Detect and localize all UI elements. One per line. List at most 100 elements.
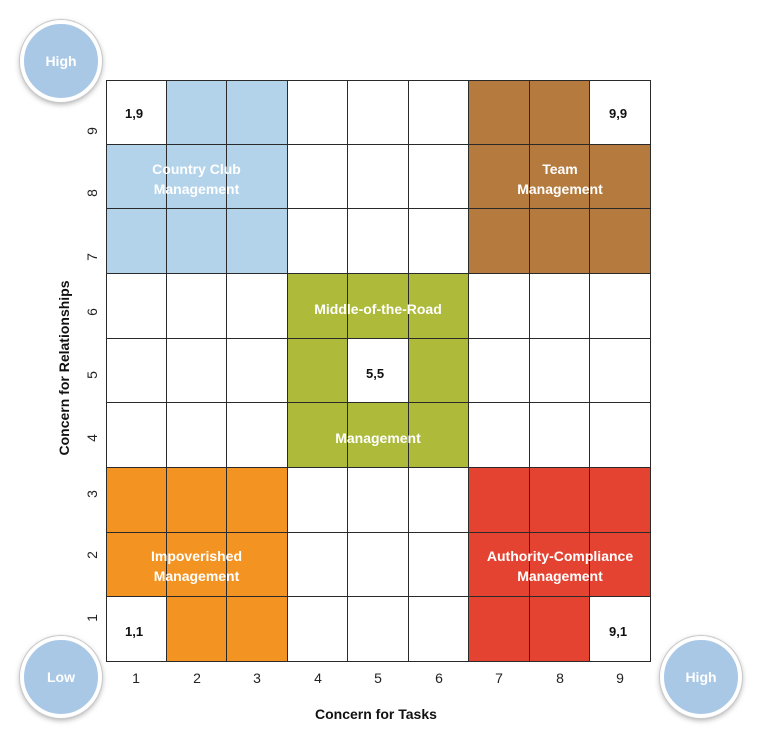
grid-cell-8-8 bbox=[528, 143, 591, 210]
y-tick-4: 4 bbox=[84, 434, 100, 442]
grid-cell-4-8 bbox=[286, 143, 349, 210]
middle-management-label: Management bbox=[335, 430, 421, 446]
grid-cell-6-3 bbox=[407, 467, 470, 533]
grid-cell-7-8 bbox=[468, 143, 530, 210]
x-tick-3: 3 bbox=[253, 670, 261, 686]
managerial-grid bbox=[106, 80, 651, 662]
grid-cell-1-3 bbox=[106, 467, 167, 533]
grid-cell-2-3 bbox=[165, 467, 228, 533]
grid-cell-2-5 bbox=[165, 337, 228, 404]
grid-cell-9-5 bbox=[589, 337, 651, 404]
grid-cell-8-7 bbox=[528, 208, 591, 274]
grid-cell-7-3 bbox=[468, 467, 530, 533]
grid-cell-9-9 bbox=[589, 80, 651, 145]
x-tick-5: 5 bbox=[374, 670, 382, 686]
grid-cell-5-2 bbox=[347, 531, 409, 598]
y-tick-6: 6 bbox=[84, 308, 100, 316]
grid-cell-7-5 bbox=[468, 337, 530, 404]
grid-cell-9-3 bbox=[589, 467, 651, 533]
x-tick-8: 8 bbox=[556, 670, 564, 686]
grid-cell-4-3 bbox=[286, 467, 349, 533]
grid-cell-1-8 bbox=[106, 143, 167, 210]
y-tick-8: 8 bbox=[84, 189, 100, 197]
grid-cell-5-3 bbox=[347, 467, 409, 533]
grid-cell-6-5 bbox=[407, 337, 470, 404]
grid-cell-4-2 bbox=[286, 531, 349, 598]
grid-cell-2-1 bbox=[165, 596, 228, 662]
grid-cell-3-4 bbox=[226, 402, 288, 468]
grid-cell-3-6 bbox=[226, 273, 288, 339]
grid-cell-3-5 bbox=[226, 337, 288, 404]
grid-cell-5-4 bbox=[347, 402, 409, 468]
y-tick-5: 5 bbox=[84, 371, 100, 379]
grid-cell-6-9 bbox=[407, 80, 470, 145]
coord-9-9: 9,9 bbox=[609, 106, 628, 121]
team-management-label: Team Management bbox=[517, 161, 603, 197]
grid-cell-3-7 bbox=[226, 208, 288, 274]
grid-cell-9-7 bbox=[589, 208, 651, 274]
grid-cell-5-5 bbox=[347, 337, 409, 404]
coord-1-9: 1,9 bbox=[125, 106, 144, 121]
y-tick-7: 7 bbox=[84, 253, 100, 261]
country-club-label: Country Club Management bbox=[152, 161, 241, 197]
grid-cell-9-4 bbox=[589, 402, 651, 468]
grid-cell-1-5 bbox=[106, 337, 167, 404]
grid-cell-8-6 bbox=[528, 273, 591, 339]
grid-cell-3-8 bbox=[226, 143, 288, 210]
grid-cell-4-9 bbox=[286, 80, 349, 145]
grid-cell-1-1 bbox=[106, 596, 167, 662]
high-relationships-badge: High bbox=[20, 20, 102, 102]
grid-cell-6-7 bbox=[407, 208, 470, 274]
grid-cell-8-5 bbox=[528, 337, 591, 404]
authority-compliance-label: Authority-Compliance Management bbox=[486, 548, 634, 584]
x-tick-7: 7 bbox=[495, 670, 503, 686]
grid-cell-2-4 bbox=[165, 402, 228, 468]
grid-cell-5-8 bbox=[347, 143, 409, 210]
impoverished-label: Impoverished Management bbox=[150, 548, 243, 584]
grid-cell-9-1 bbox=[589, 596, 651, 662]
grid-cell-7-6 bbox=[468, 273, 530, 339]
grid-cell-1-6 bbox=[106, 273, 167, 339]
grid-cell-6-2 bbox=[407, 531, 470, 598]
grid-cell-3-2 bbox=[226, 531, 288, 598]
grid-cell-5-9 bbox=[347, 80, 409, 145]
grid-cell-1-4 bbox=[106, 402, 167, 468]
x-tick-9: 9 bbox=[616, 670, 624, 686]
coord-1-1: 1,1 bbox=[125, 624, 144, 639]
grid-cell-2-6 bbox=[165, 273, 228, 339]
grid-cell-9-8 bbox=[589, 143, 651, 210]
coord-5-5: 5,5 bbox=[366, 366, 385, 381]
y-axis-label: Concern for Relationships bbox=[56, 280, 72, 456]
x-tick-2: 2 bbox=[193, 670, 201, 686]
grid-cell-3-3 bbox=[226, 467, 288, 533]
grid-cell-6-8 bbox=[407, 143, 470, 210]
grid-cell-6-1 bbox=[407, 596, 470, 662]
grid-cell-8-3 bbox=[528, 467, 591, 533]
grid-cell-3-1 bbox=[226, 596, 288, 662]
grid-cell-3-9 bbox=[226, 80, 288, 145]
grid-cell-5-7 bbox=[347, 208, 409, 274]
low-badge: Low bbox=[20, 636, 102, 718]
grid-cell-4-7 bbox=[286, 208, 349, 274]
middle-of-the-road-label: Middle-of-the-Road bbox=[314, 301, 442, 317]
y-tick-2: 2 bbox=[84, 551, 100, 559]
grid-cell-7-9 bbox=[468, 80, 530, 145]
y-tick-9: 9 bbox=[84, 127, 100, 135]
x-tick-6: 6 bbox=[435, 670, 443, 686]
grid-cell-7-7 bbox=[468, 208, 530, 274]
x-axis-label: Concern for Tasks bbox=[315, 706, 437, 722]
grid-cell-4-5 bbox=[286, 337, 349, 404]
grid-cell-8-4 bbox=[528, 402, 591, 468]
grid-cell-5-1 bbox=[347, 596, 409, 662]
y-tick-1: 1 bbox=[84, 614, 100, 622]
grid-cell-2-7 bbox=[165, 208, 228, 274]
grid-cell-4-4 bbox=[286, 402, 349, 468]
grid-cell-1-7 bbox=[106, 208, 167, 274]
x-tick-1: 1 bbox=[132, 670, 140, 686]
grid-cell-1-9 bbox=[106, 80, 167, 145]
coord-9-1: 9,1 bbox=[609, 624, 628, 639]
grid-cell-9-6 bbox=[589, 273, 651, 339]
grid-cell-4-1 bbox=[286, 596, 349, 662]
grid-cell-7-4 bbox=[468, 402, 530, 468]
y-tick-3: 3 bbox=[84, 490, 100, 498]
